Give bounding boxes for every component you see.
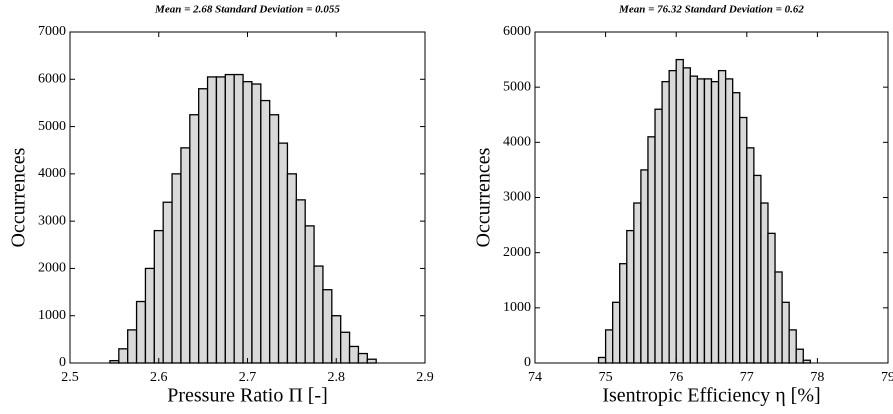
bar	[689, 75, 699, 364]
bar	[619, 263, 628, 364]
bar	[215, 76, 226, 364]
bar	[233, 73, 244, 364]
y-tick-label: 5000	[38, 119, 66, 134]
bar	[162, 201, 173, 364]
chart-title: Mean = 76.32 Standard Deviation = 0.62	[618, 4, 804, 16]
y-tick-label: 5000	[503, 79, 531, 94]
y-tick-label: 1000	[38, 308, 66, 323]
y-tick-label: 4000	[503, 135, 531, 150]
bar	[626, 229, 635, 364]
bar	[710, 81, 720, 364]
y-tick-label: 6000	[38, 72, 66, 87]
bar	[118, 348, 129, 364]
x-tick-label: 76	[669, 370, 683, 385]
bar	[242, 81, 253, 364]
bar	[746, 147, 755, 364]
y-tick-label: 0	[524, 355, 531, 370]
bar	[171, 173, 182, 364]
bar	[348, 345, 360, 364]
bar	[304, 225, 315, 364]
bar	[260, 99, 271, 364]
y-tick-label: 3000	[38, 213, 66, 228]
x-tick-label: 2.6	[150, 370, 168, 385]
bar	[654, 108, 663, 364]
y-tick-label: 7000	[38, 24, 66, 39]
bar	[732, 92, 741, 364]
bar	[295, 199, 306, 364]
bar	[675, 58, 684, 364]
bar	[788, 329, 797, 364]
bar	[760, 202, 769, 364]
bar	[366, 358, 377, 364]
bar	[198, 88, 209, 364]
bar	[206, 76, 218, 364]
bar	[640, 169, 649, 364]
y-tick-label: 0	[59, 355, 66, 370]
bar	[774, 271, 783, 364]
bar	[135, 300, 147, 364]
bar	[322, 289, 333, 364]
x-tick-label: 2.9	[416, 370, 434, 385]
x-tick-label: 77	[740, 370, 754, 385]
bar	[331, 315, 342, 364]
y-tick-label: 6000	[503, 24, 531, 39]
bar	[127, 329, 138, 364]
bar	[739, 116, 748, 364]
y-tick-label: 4000	[38, 166, 66, 181]
bar	[144, 267, 155, 364]
y-tick-label: 1000	[503, 300, 531, 315]
bar	[682, 67, 691, 364]
bar	[313, 265, 324, 364]
x-tick-label: 2.7	[239, 370, 257, 385]
x-axis-label: Pressure Ratio Π [-]	[167, 385, 328, 407]
bar	[724, 78, 734, 364]
bar	[277, 142, 289, 364]
bar	[597, 356, 607, 364]
bar	[717, 69, 727, 364]
bar	[612, 301, 621, 364]
bar	[153, 229, 164, 364]
bar	[767, 232, 776, 364]
bar	[604, 329, 614, 364]
bar	[340, 331, 351, 364]
x-tick-label: 2.8	[328, 370, 346, 385]
bar	[668, 69, 677, 364]
bar	[753, 174, 762, 364]
bar	[286, 173, 297, 364]
y-tick-label: 2000	[503, 245, 531, 260]
x-tick-label: 78	[810, 370, 824, 385]
bar	[661, 81, 670, 364]
x-axis-label: Isentropic Efficiency η [%]	[602, 385, 820, 407]
y-tick-label: 2000	[38, 261, 66, 276]
bar	[251, 83, 262, 364]
bar	[357, 352, 368, 364]
bar	[633, 202, 642, 364]
bar	[224, 73, 235, 364]
chart-title: Mean = 2.68 Standard Deviation = 0.055	[154, 4, 340, 16]
bar	[795, 348, 804, 364]
bar	[703, 78, 713, 364]
y-axis-label: Occurrences	[8, 147, 30, 247]
bar	[269, 114, 280, 364]
x-tick-label: 79	[881, 370, 893, 385]
x-tick-label: 2.5	[61, 370, 79, 385]
bar	[180, 147, 191, 364]
y-axis-label: Occurrences	[473, 147, 495, 247]
bar	[781, 301, 790, 364]
bar	[696, 78, 706, 364]
y-tick-label: 3000	[503, 190, 531, 205]
bar	[189, 114, 200, 364]
bar	[647, 136, 656, 364]
x-tick-label: 75	[599, 370, 613, 385]
x-tick-label: 74	[528, 370, 542, 385]
